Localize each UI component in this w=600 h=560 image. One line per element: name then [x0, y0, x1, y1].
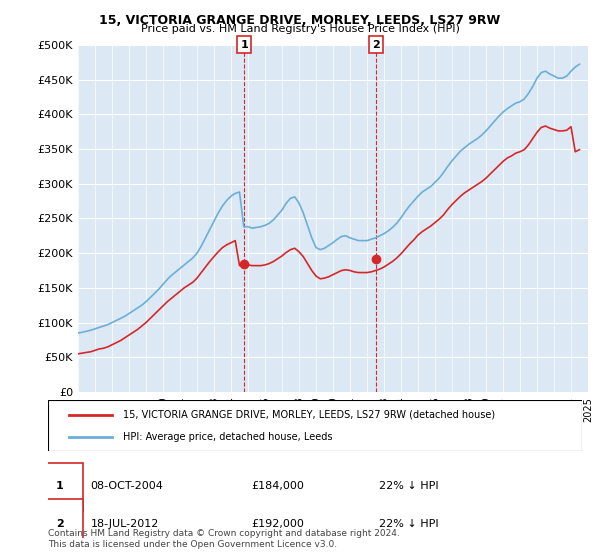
- Text: £184,000: £184,000: [251, 482, 304, 492]
- FancyBboxPatch shape: [37, 500, 83, 547]
- Text: 15, VICTORIA GRANGE DRIVE, MORLEY, LEEDS, LS27 9RW: 15, VICTORIA GRANGE DRIVE, MORLEY, LEEDS…: [100, 14, 500, 27]
- Text: 15, VICTORIA GRANGE DRIVE, MORLEY, LEEDS, LS27 9RW (detached house): 15, VICTORIA GRANGE DRIVE, MORLEY, LEEDS…: [123, 409, 495, 419]
- Text: 2: 2: [373, 40, 380, 50]
- Text: 18-JUL-2012: 18-JUL-2012: [91, 519, 159, 529]
- Text: 22% ↓ HPI: 22% ↓ HPI: [379, 519, 439, 529]
- Text: Contains HM Land Registry data © Crown copyright and database right 2024.
This d: Contains HM Land Registry data © Crown c…: [48, 529, 400, 549]
- Text: 2: 2: [56, 519, 64, 529]
- Text: HPI: Average price, detached house, Leeds: HPI: Average price, detached house, Leed…: [123, 432, 332, 442]
- Text: 1: 1: [56, 482, 64, 492]
- FancyBboxPatch shape: [48, 400, 582, 451]
- Text: 22% ↓ HPI: 22% ↓ HPI: [379, 482, 439, 492]
- Text: 08-OCT-2004: 08-OCT-2004: [91, 482, 164, 492]
- Text: £192,000: £192,000: [251, 519, 304, 529]
- FancyBboxPatch shape: [37, 463, 83, 511]
- Text: 1: 1: [241, 40, 248, 50]
- Text: Price paid vs. HM Land Registry's House Price Index (HPI): Price paid vs. HM Land Registry's House …: [140, 24, 460, 34]
